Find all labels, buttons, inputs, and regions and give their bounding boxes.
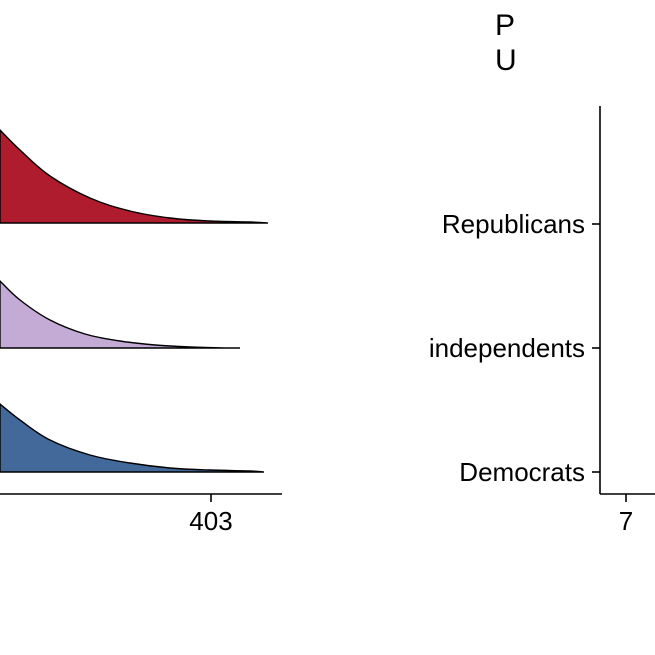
left-panel: 403 bbox=[0, 130, 282, 536]
right-panel: P U Republicans independents Democrats 7 bbox=[429, 9, 655, 536]
chart-canvas: 403 P U Republicans independents Democra… bbox=[0, 0, 655, 655]
right-x-tick-label-7: 7 bbox=[619, 506, 633, 536]
right-y-label-republicans: Republicans bbox=[442, 209, 585, 239]
ridge-democrats bbox=[0, 404, 264, 472]
left-x-tick-label-403: 403 bbox=[189, 506, 232, 536]
right-title-line-2: U bbox=[495, 44, 517, 77]
right-y-label-independents: independents bbox=[429, 333, 585, 363]
ridge-republicans bbox=[0, 130, 268, 223]
right-title-line-1: P bbox=[495, 9, 515, 42]
ridge-independents bbox=[0, 281, 240, 348]
right-y-label-democrats: Democrats bbox=[459, 457, 585, 487]
